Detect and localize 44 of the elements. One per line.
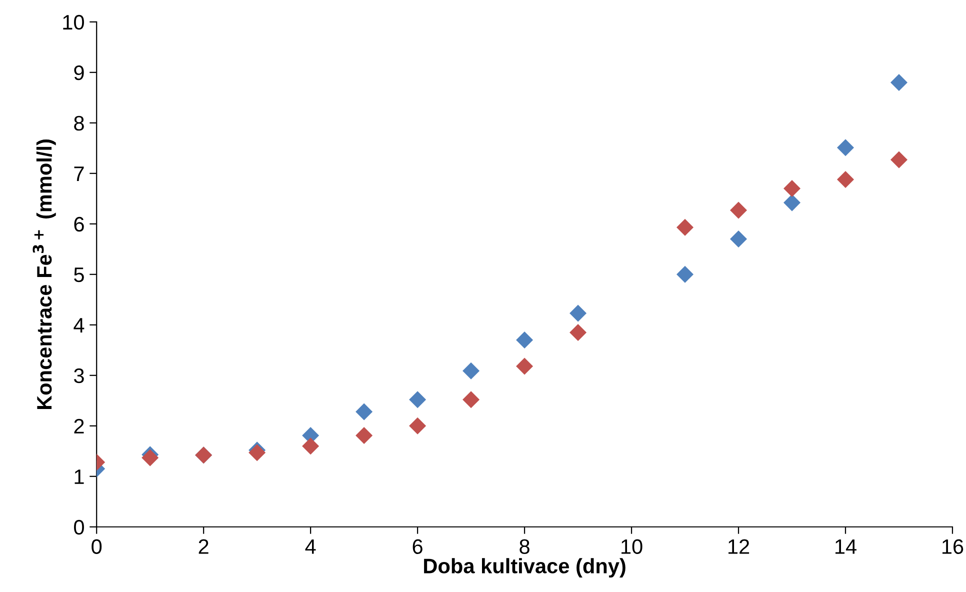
y-axis-title: Koncentrace Fe$^{3+}$ (mmol/l) bbox=[32, 140, 56, 410]
point bbox=[356, 403, 373, 420]
point bbox=[730, 202, 748, 219]
x-tick-label: 12 bbox=[728, 539, 750, 554]
point bbox=[570, 304, 587, 322]
point bbox=[890, 151, 908, 168]
point bbox=[356, 426, 373, 444]
point bbox=[409, 417, 426, 434]
x-tick-label: 6 bbox=[412, 539, 422, 554]
point bbox=[836, 170, 854, 188]
point bbox=[409, 391, 426, 408]
point bbox=[462, 362, 480, 380]
x-tick-label: 14 bbox=[835, 539, 856, 554]
x-tick-label: 4 bbox=[305, 539, 316, 554]
y-tick-label: 6 bbox=[74, 216, 84, 232]
y-tick-label: 8 bbox=[74, 116, 84, 131]
y-tick-label: 9 bbox=[74, 65, 84, 80]
point bbox=[676, 218, 694, 236]
x-tick-label: 0 bbox=[92, 539, 102, 554]
y-tick-label: 7 bbox=[74, 166, 84, 181]
point bbox=[783, 194, 801, 212]
x-axis-title: Doba kultivace (dny) bbox=[424, 558, 626, 578]
y-tick-label: 4 bbox=[74, 318, 84, 332]
y-tick-label: 5 bbox=[74, 268, 84, 282]
point bbox=[516, 332, 534, 349]
y-tick-label: 1 bbox=[74, 470, 84, 484]
point bbox=[730, 230, 748, 248]
point bbox=[142, 449, 159, 466]
x-tick-label: 16 bbox=[942, 539, 964, 554]
y-tick-label: 0 bbox=[74, 520, 84, 535]
point bbox=[462, 391, 480, 408]
y-tick-label: 10 bbox=[63, 14, 84, 30]
point bbox=[516, 358, 534, 375]
x-tick-label: 2 bbox=[198, 539, 208, 554]
x-tick-label: 8 bbox=[520, 539, 530, 554]
point bbox=[890, 74, 908, 92]
point bbox=[676, 266, 694, 283]
x-tick-label: 10 bbox=[622, 539, 642, 554]
point bbox=[302, 438, 320, 455]
y-tick-label: 3 bbox=[74, 368, 84, 384]
point bbox=[836, 139, 854, 156]
y-tick-label: 2 bbox=[74, 418, 84, 434]
point bbox=[783, 180, 801, 198]
point bbox=[570, 324, 587, 341]
